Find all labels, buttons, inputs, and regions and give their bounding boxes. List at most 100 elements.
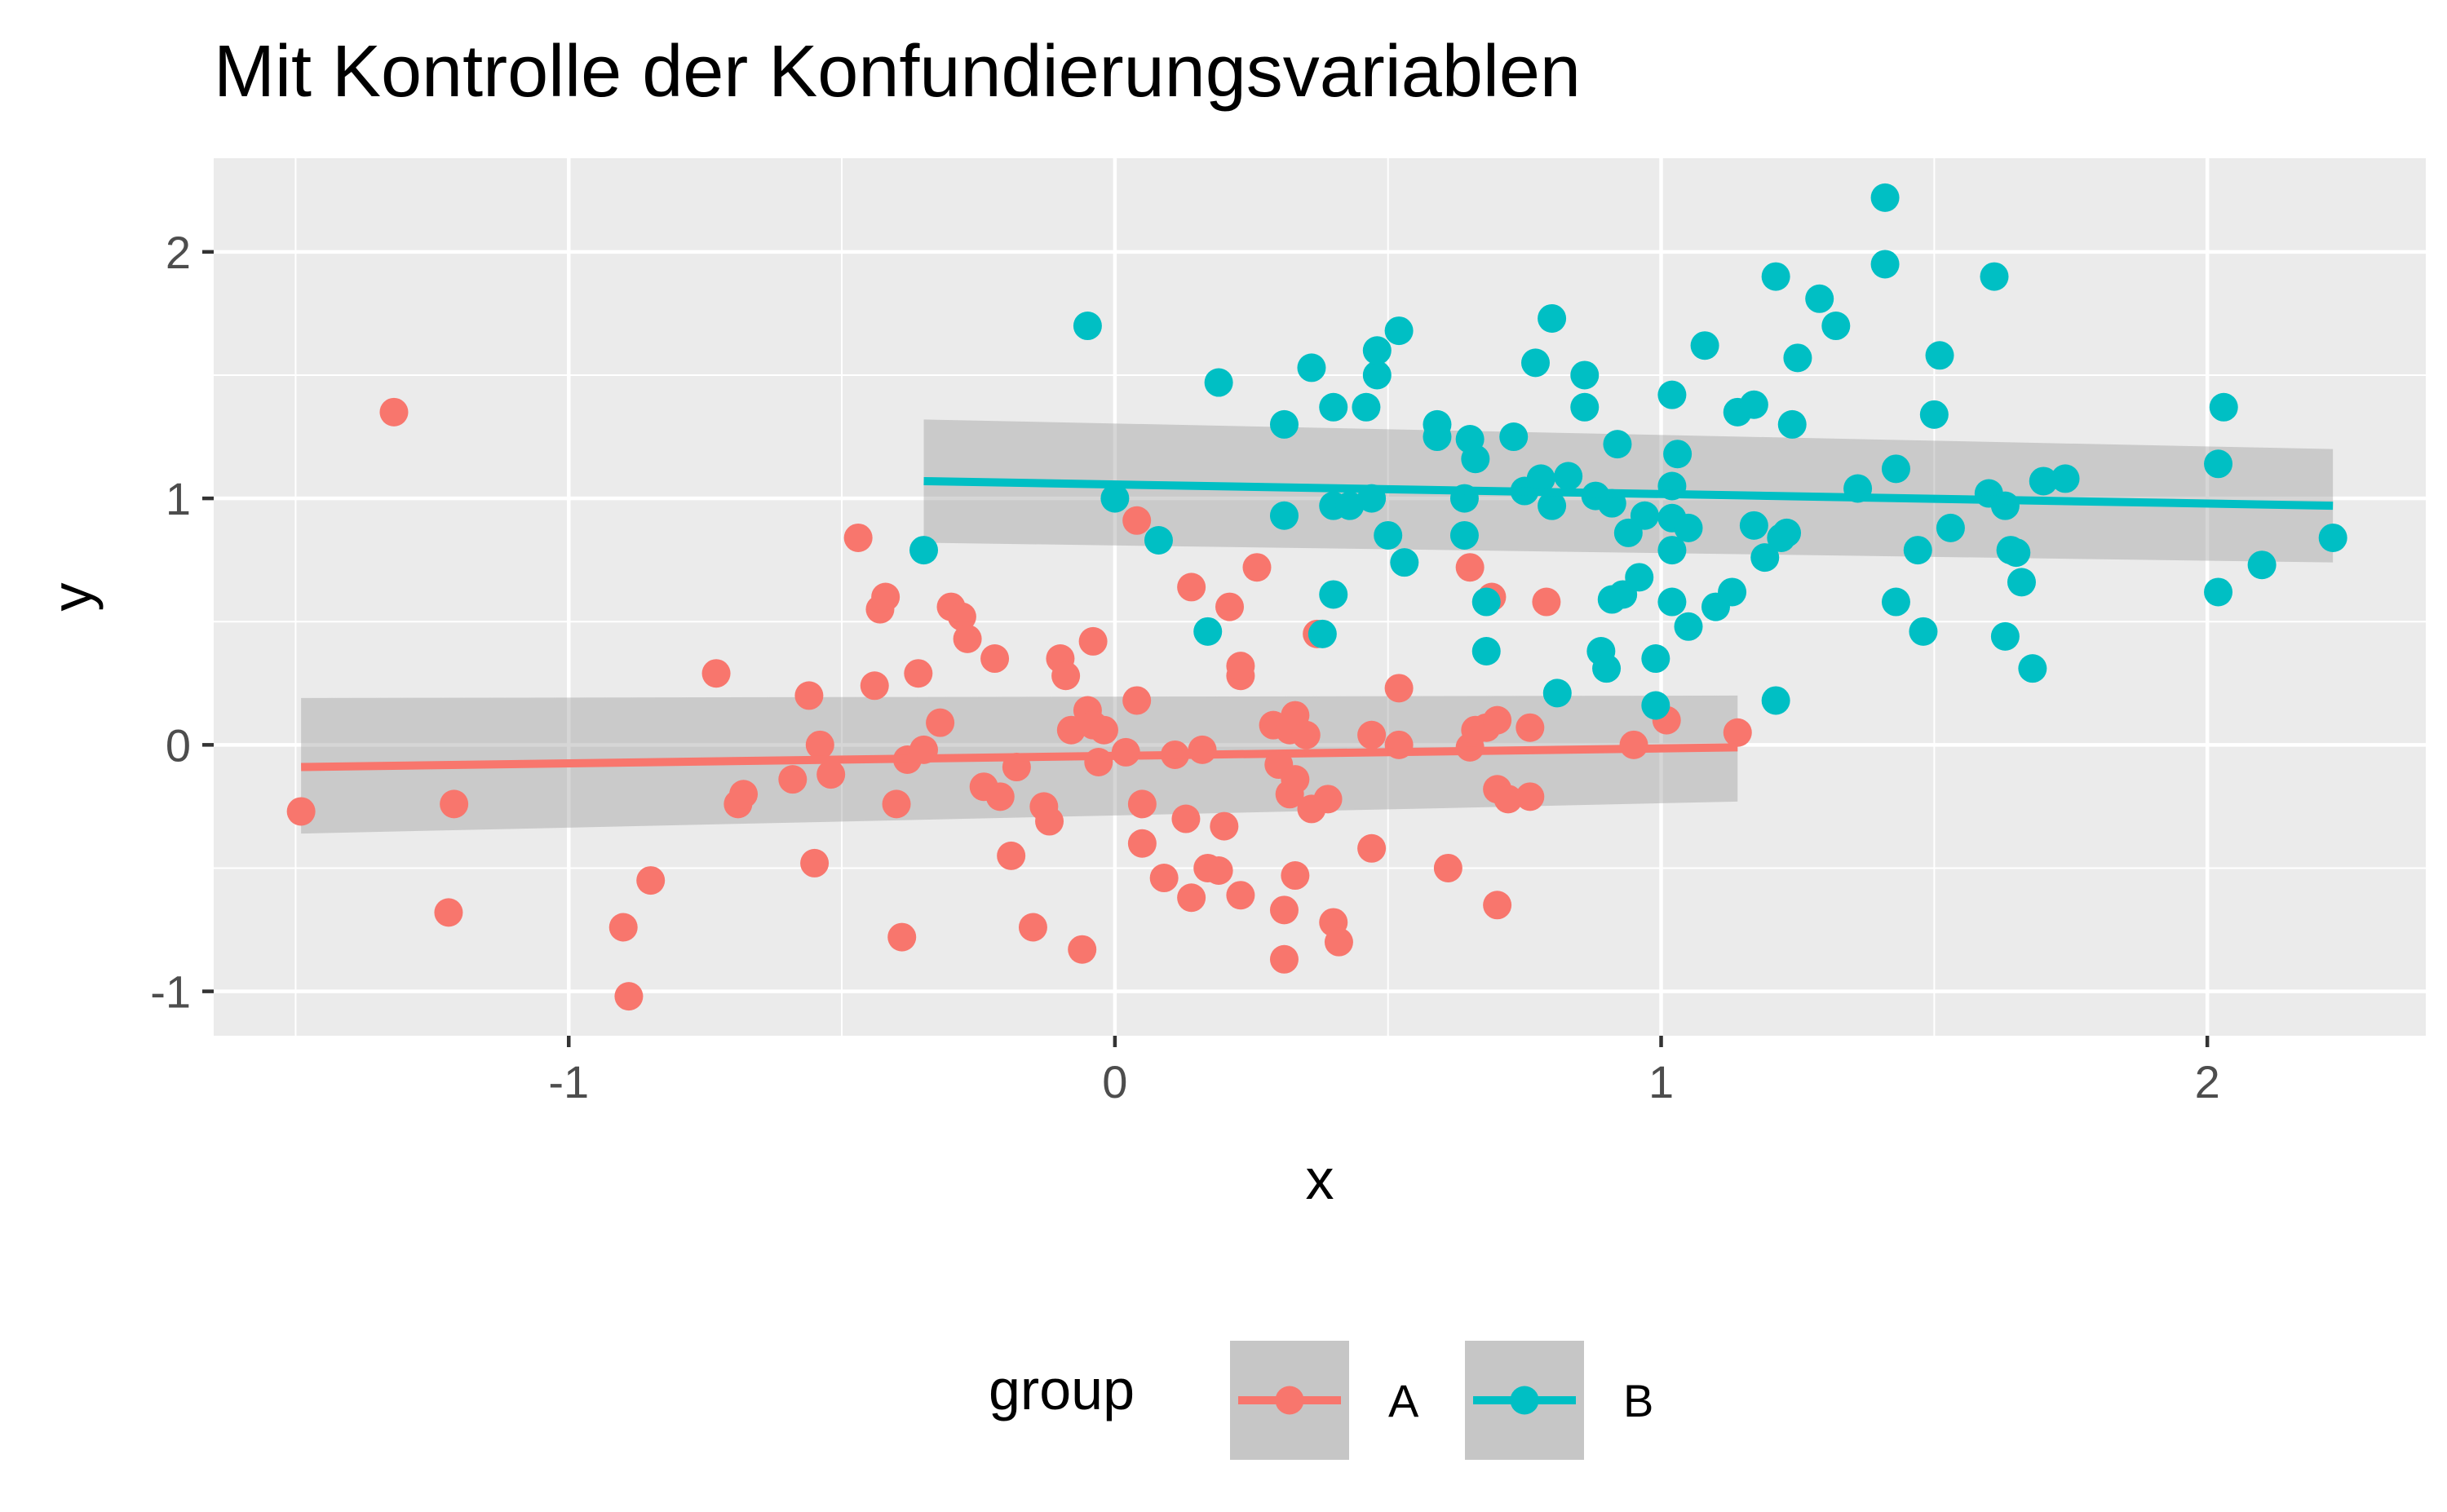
- data-point-A: [1215, 592, 1245, 621]
- data-point-B: [1193, 617, 1223, 646]
- data-point-B: [1909, 617, 1938, 646]
- data-point-A: [1210, 811, 1239, 841]
- y-tick-label: -1: [150, 966, 191, 1018]
- data-point-A: [1281, 765, 1310, 794]
- data-point-A: [860, 671, 889, 701]
- data-point-A: [379, 397, 409, 427]
- data-point-A: [947, 602, 976, 631]
- x-tick-label: 1: [1648, 1056, 1674, 1107]
- data-point-B: [1772, 518, 1802, 547]
- data-point-A: [1516, 713, 1545, 742]
- data-point-B: [1592, 654, 1622, 683]
- data-point-B: [1319, 392, 1348, 422]
- data-point-B: [1821, 312, 1851, 341]
- data-point-B: [1990, 621, 2020, 651]
- x-tick-label: -1: [548, 1056, 589, 1107]
- data-point-A: [1177, 883, 1206, 913]
- data-point-A: [1122, 506, 1152, 535]
- data-point-B: [1374, 520, 1403, 550]
- regression-line-B: [923, 476, 2334, 511]
- x-tick-label: 0: [1102, 1056, 1127, 1107]
- data-point-B: [1630, 501, 1659, 530]
- data-point-B: [2204, 577, 2233, 607]
- data-point-B: [1870, 183, 1900, 212]
- data-point-B: [1761, 262, 1790, 291]
- data-point-A: [1226, 881, 1255, 910]
- data-point-A: [805, 730, 834, 759]
- data-point-B: [1335, 491, 1365, 520]
- data-point-B: [1499, 422, 1529, 452]
- data-point-A: [980, 644, 1010, 674]
- data-point-B: [1750, 543, 1780, 573]
- data-point-B: [1690, 331, 1719, 360]
- data-point-B: [1739, 511, 1768, 540]
- data-point-A: [778, 765, 808, 794]
- data-point-A: [701, 659, 731, 688]
- data-point-B: [1554, 462, 1583, 491]
- data-point-A: [434, 898, 463, 927]
- data-point-B: [1570, 392, 1600, 422]
- data-point-A: [1127, 829, 1157, 858]
- data-point-B: [1657, 536, 1687, 565]
- data-point-A: [904, 659, 933, 688]
- y-tick-label: 1: [166, 473, 191, 524]
- data-point-A: [1483, 891, 1512, 920]
- data-point-A: [997, 841, 1026, 870]
- data-point-A: [1051, 661, 1081, 691]
- data-point-A: [1089, 715, 1118, 745]
- data-point-B: [1308, 619, 1337, 648]
- data-point-B: [2029, 466, 2058, 496]
- data-point-A: [1149, 864, 1179, 893]
- data-point-B: [1641, 644, 1670, 674]
- data-point-B: [2209, 392, 2238, 422]
- data-point-B: [1718, 577, 1747, 607]
- data-point-B: [1269, 409, 1299, 439]
- data-point-B: [1739, 390, 1768, 419]
- x-tick-label: 2: [2195, 1056, 2220, 1107]
- data-point-B: [1144, 525, 1173, 555]
- data-point-B: [1570, 360, 1600, 390]
- data-point-B: [1471, 636, 1501, 665]
- data-point-A: [1384, 674, 1414, 703]
- chart-title: Mit Kontrolle der Konfundierungsvariable…: [214, 31, 1581, 113]
- data-point-B: [1870, 250, 1900, 279]
- data-point-A: [887, 922, 917, 952]
- legend-title: group: [989, 1358, 1135, 1421]
- data-points: [286, 183, 2347, 1011]
- data-point-A: [871, 582, 900, 612]
- y-tick-label: 2: [166, 227, 191, 278]
- data-point-B: [1521, 348, 1551, 378]
- data-point-A: [1204, 855, 1233, 885]
- data-point-A: [800, 848, 830, 878]
- data-point-A: [953, 624, 982, 653]
- data-point-A: [1242, 553, 1272, 582]
- data-point-B: [1100, 484, 1130, 513]
- data-point-A: [816, 760, 846, 789]
- data-point-B: [1761, 686, 1790, 715]
- data-point-A: [1433, 853, 1462, 882]
- regression-line-A: [301, 743, 1738, 771]
- data-point-B: [1674, 612, 1703, 641]
- data-point-B: [1919, 400, 1949, 429]
- data-point-B: [1461, 444, 1490, 474]
- data-point-B: [2318, 523, 2347, 552]
- data-point-A: [1723, 718, 1752, 747]
- data-point-A: [1269, 895, 1299, 925]
- data-point-A: [1177, 573, 1206, 602]
- data-point-A: [1313, 785, 1343, 814]
- data-point-A: [636, 866, 666, 895]
- data-point-B: [1538, 303, 1567, 333]
- data-point-B: [1423, 422, 1452, 452]
- data-point-A: [440, 789, 469, 819]
- data-point-B: [1384, 316, 1414, 346]
- data-point-A: [1493, 785, 1523, 814]
- data-point-A: [614, 982, 644, 1011]
- legend: group A B: [989, 1341, 1653, 1460]
- data-point-B: [2002, 538, 2031, 568]
- data-point-A: [1127, 789, 1157, 819]
- legend-label-A: A: [1388, 1375, 1419, 1426]
- data-point-A: [1455, 553, 1485, 582]
- data-point-A: [1056, 715, 1086, 745]
- data-point-B: [1657, 380, 1687, 409]
